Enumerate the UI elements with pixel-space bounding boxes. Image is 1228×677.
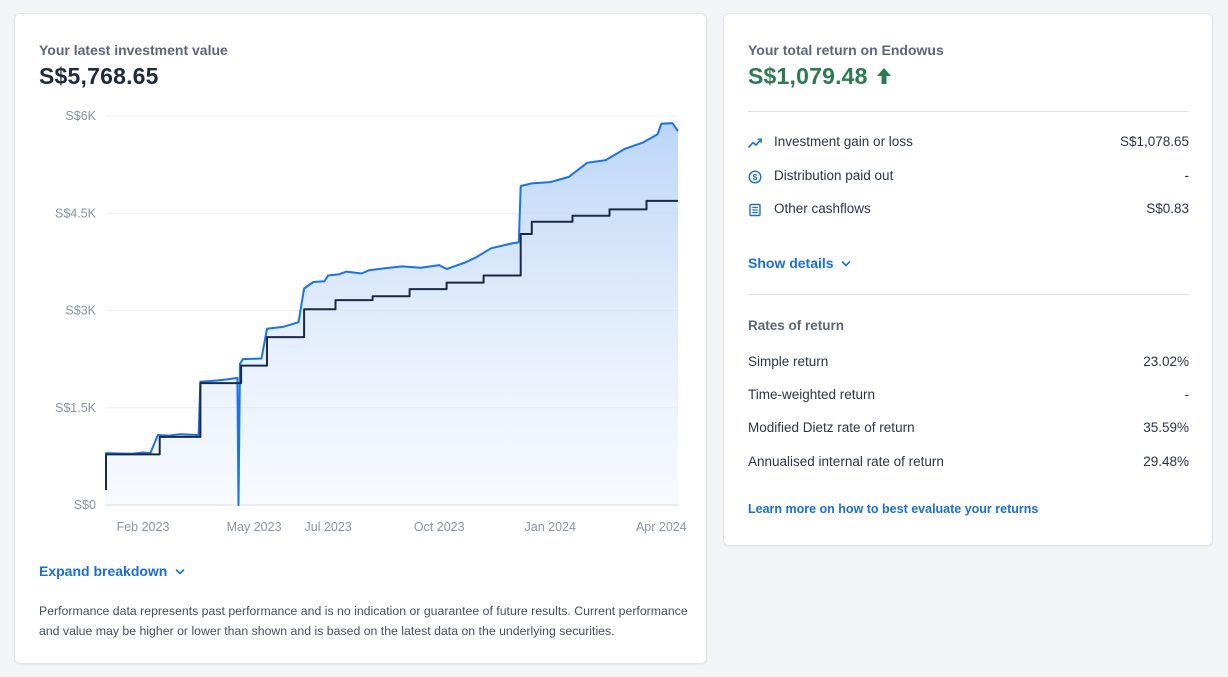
- ledger-icon: [749, 203, 761, 217]
- total-return-amount-wrap: S$1,079.48: [748, 63, 892, 90]
- x-tick-label: Oct 2023: [414, 520, 465, 534]
- svg-text:$: $: [753, 172, 758, 182]
- x-tick-label: Apr 2024: [636, 520, 687, 534]
- y-tick-label: S$1.5K: [55, 401, 97, 415]
- rate-label: Annualised internal rate of return: [748, 454, 944, 469]
- rate-value: 29.48%: [1143, 454, 1189, 469]
- arrow-up-icon: [877, 68, 892, 84]
- show-details-button[interactable]: Show details: [748, 255, 851, 271]
- value-area-fill: [106, 123, 678, 505]
- dollar-coin-icon: $: [748, 170, 762, 184]
- breakdown-row-investment-gain: Investment gain or loss S$1,078.65: [748, 134, 1189, 154]
- expand-breakdown-button[interactable]: Expand breakdown: [39, 563, 185, 579]
- x-tick-label: Jul 2023: [305, 520, 352, 534]
- rate-value: -: [1184, 387, 1190, 402]
- divider: [748, 111, 1189, 112]
- breakdown-value: -: [1184, 168, 1190, 183]
- y-tick-label: S$0: [74, 498, 96, 512]
- investment-value-card: Your latest investment value S$5,768.65 …: [14, 13, 707, 664]
- rate-label: Modified Dietz rate of return: [748, 420, 915, 435]
- trend-line-icon: [748, 138, 762, 148]
- breakdown-value: S$1,078.65: [1119, 134, 1189, 149]
- breakdown-label: Distribution paid out: [774, 168, 894, 183]
- y-tick-label: S$4.5K: [55, 206, 97, 220]
- divider: [748, 294, 1189, 295]
- rate-row-modified-dietz: Modified Dietz rate of return 35.59%: [748, 420, 1189, 440]
- rate-value: 35.59%: [1143, 420, 1189, 435]
- y-tick-label: S$3K: [65, 304, 96, 318]
- investment-value-subtitle: Your latest investment value: [39, 42, 228, 58]
- investment-chart[interactable]: S$0 S$1.5K S$3K S$4.5K S$6K Feb 2023 May 2023…: [15, 14, 708, 544]
- rate-row-simple: Simple return 23.02%: [748, 354, 1189, 374]
- rates-of-return-title: Rates of return: [748, 318, 845, 333]
- rate-row-time-weighted: Time-weighted return -: [748, 387, 1189, 407]
- breakdown-row-distribution: $ Distribution paid out -: [748, 168, 1189, 188]
- x-tick-label: Feb 2023: [117, 520, 170, 534]
- total-return-amount: S$1,079.48: [748, 63, 868, 89]
- performance-disclaimer: Performance data represents past perform…: [39, 604, 688, 638]
- breakdown-label: Investment gain or loss: [774, 134, 913, 149]
- y-tick-label: S$6K: [65, 109, 96, 123]
- x-tick-label: Jan 2024: [525, 520, 576, 534]
- breakdown-value: S$0.83: [1146, 201, 1189, 216]
- learn-more-link[interactable]: Learn more on how to best evaluate your …: [748, 502, 1039, 516]
- investment-value-amount: S$5,768.65: [39, 63, 159, 89]
- x-tick-label: May 2023: [227, 520, 282, 534]
- rate-label: Simple return: [748, 354, 829, 369]
- chevron-down-icon: [175, 569, 185, 575]
- breakdown-row-other-cashflows: Other cashflows S$0.83: [748, 201, 1189, 221]
- chevron-down-icon: [842, 261, 851, 267]
- rate-label: Time-weighted return: [748, 387, 876, 402]
- rate-row-irr: Annualised internal rate of return 29.48…: [748, 454, 1189, 474]
- show-details-label: Show details: [748, 255, 834, 271]
- total-return-subtitle: Your total return on Endowus: [748, 42, 944, 58]
- net-invested-line: [105, 199, 678, 491]
- investment-value-line: [105, 122, 679, 506]
- total-return-card: Your total return on Endowus S$1,079.48 …: [723, 13, 1213, 546]
- expand-breakdown-label: Expand breakdown: [39, 563, 168, 579]
- breakdown-label: Other cashflows: [774, 201, 871, 216]
- rate-value: 23.02%: [1143, 354, 1189, 369]
